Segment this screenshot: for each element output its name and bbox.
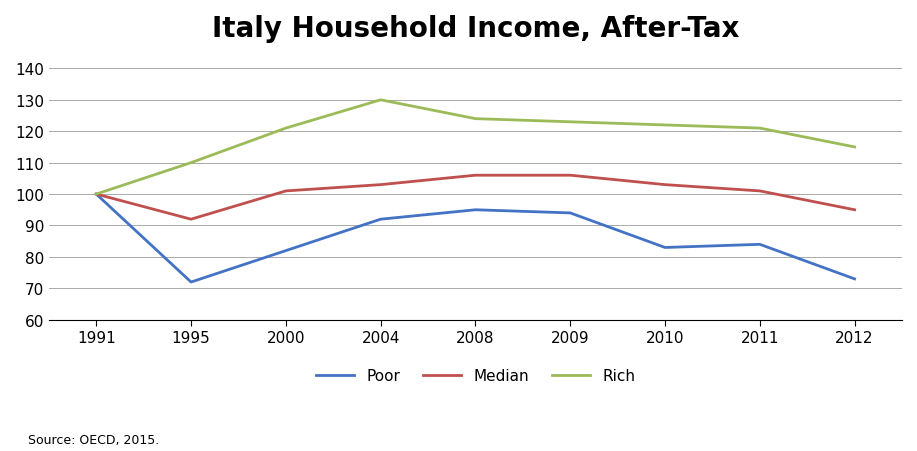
- Median: [375, 183, 386, 188]
- Poor: [565, 211, 576, 216]
- Poor: [91, 192, 102, 198]
- Poor: [281, 249, 292, 254]
- Rich: [470, 117, 481, 122]
- Rich: [659, 123, 670, 129]
- Median: [281, 189, 292, 194]
- Median: [470, 173, 481, 179]
- Poor: [185, 280, 196, 285]
- Rich: [281, 126, 292, 132]
- Text: Source: OECD, 2015.: Source: OECD, 2015.: [28, 433, 159, 446]
- Rich: [91, 192, 102, 198]
- Poor: [375, 217, 386, 222]
- Rich: [375, 98, 386, 103]
- Poor: [470, 207, 481, 213]
- Poor: [849, 276, 860, 282]
- Line: Median: Median: [96, 176, 855, 220]
- Poor: [755, 242, 766, 248]
- Rich: [185, 161, 196, 166]
- Poor: [659, 245, 670, 251]
- Rich: [565, 120, 576, 125]
- Rich: [755, 126, 766, 132]
- Title: Italy Household Income, After-Tax: Italy Household Income, After-Tax: [212, 15, 739, 43]
- Line: Rich: Rich: [96, 101, 855, 195]
- Median: [849, 207, 860, 213]
- Rich: [849, 145, 860, 150]
- Median: [185, 217, 196, 222]
- Line: Poor: Poor: [96, 195, 855, 282]
- Legend: Poor, Median, Rich: Poor, Median, Rich: [310, 362, 641, 390]
- Median: [755, 189, 766, 194]
- Median: [565, 173, 576, 179]
- Median: [659, 183, 670, 188]
- Median: [91, 192, 102, 198]
